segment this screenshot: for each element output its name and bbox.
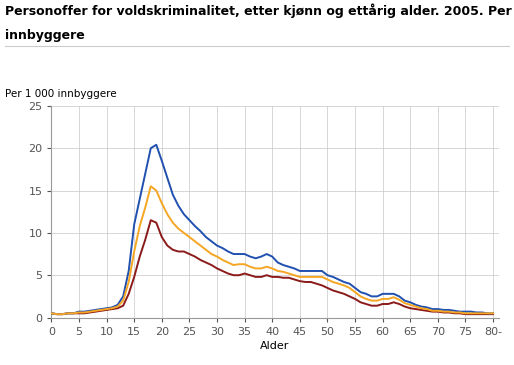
Text: innbyggere: innbyggere [5, 29, 85, 42]
Text: Per 1 000 innbyggere: Per 1 000 innbyggere [5, 89, 117, 99]
Text: Personoffer for voldskriminalitet, etter kjønn og ettårig alder. 2005. Per 1 000: Personoffer for voldskriminalitet, etter… [5, 4, 514, 18]
X-axis label: Alder: Alder [260, 341, 290, 351]
